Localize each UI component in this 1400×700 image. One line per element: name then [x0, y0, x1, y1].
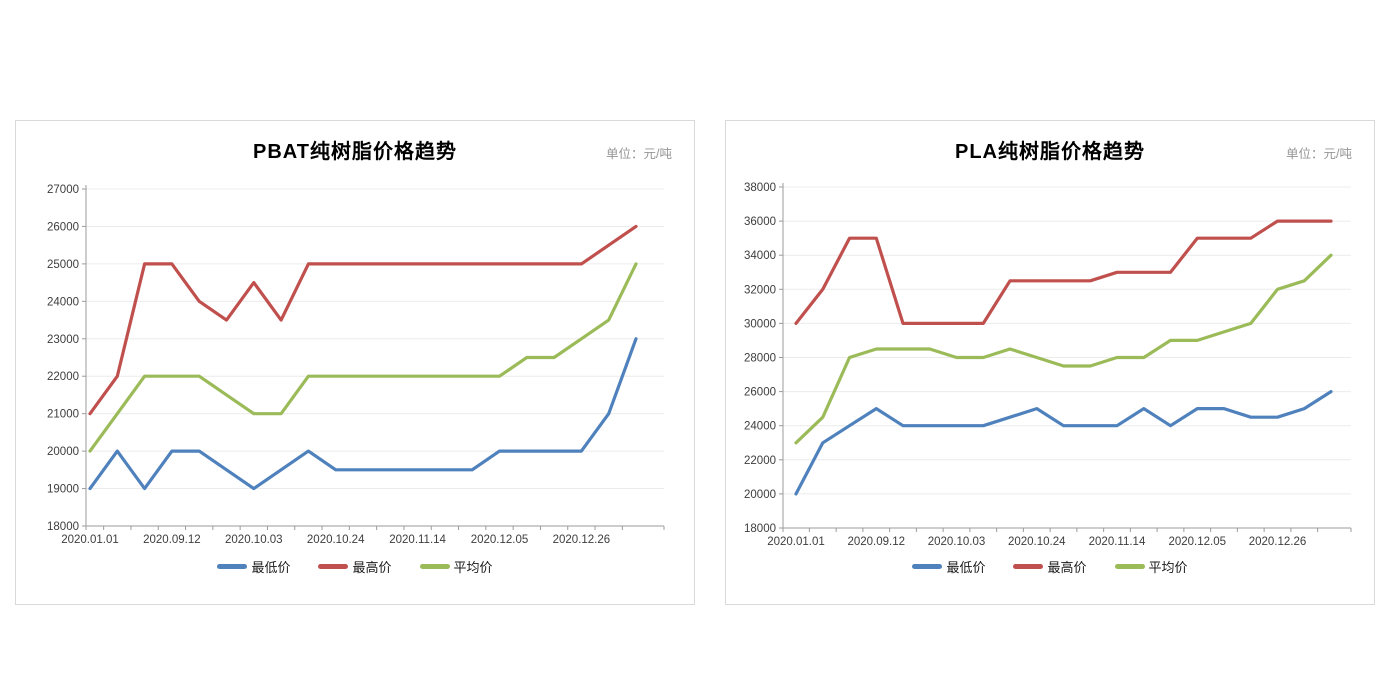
- axes: [82, 185, 665, 530]
- svg-text:26000: 26000: [744, 387, 776, 399]
- svg-text:2020.10.24: 2020.10.24: [307, 534, 365, 546]
- series-line-min-price: [88, 337, 638, 491]
- legend-item-max-price: 最高价: [1013, 557, 1087, 576]
- axes: [779, 183, 1352, 532]
- svg-text:38000: 38000: [744, 182, 776, 194]
- svg-text:2020.12.26: 2020.12.26: [553, 534, 611, 546]
- unit-label: 单位：元/吨: [1286, 147, 1352, 161]
- svg-text:26000: 26000: [47, 221, 79, 233]
- pbat-line-chart: 18000 19000 20000 21000 22000 23000 24000 25000…: [47, 184, 665, 546]
- svg-text:2020.11.14: 2020.11.14: [389, 534, 446, 546]
- gridlines: [783, 186, 1351, 495]
- legend-item-min-price: 最低价: [217, 557, 290, 576]
- svg-text:34000: 34000: [744, 250, 776, 262]
- chart-title: PLA纯树脂价格趋势: [955, 141, 1145, 163]
- unit-label: 单位：元/吨: [606, 147, 672, 161]
- svg-text:2020.01.01: 2020.01.01: [61, 534, 119, 546]
- x-axis-labels: 2020.01.01 2020.09.12 2020.10.03 2020.10.24…: [767, 536, 1306, 548]
- series-line-avg-price: [88, 262, 638, 453]
- series-line-max-price: [88, 224, 638, 416]
- x-axis-labels: 2020.01.01 2020.09.12 2020.10.03 2020.10.24…: [61, 534, 610, 546]
- svg-text:2020.11.14: 2020.11.14: [1089, 536, 1146, 548]
- legend-label: 平均价: [1148, 560, 1188, 575]
- legend-swatch: [1013, 564, 1044, 569]
- legend-swatch: [912, 564, 943, 569]
- y-axis-labels: 18000 20000 22000 24000 26000 28000 30000 32000…: [744, 182, 776, 535]
- svg-text:2020.10.03: 2020.10.03: [928, 536, 986, 548]
- chart-title: PBAT纯树脂价格趋势: [253, 141, 457, 163]
- chart-panel-pbat: PBAT纯树脂价格趋势 单位：元/吨 18000 19000 20000 21000 2…: [15, 120, 695, 605]
- series-line-min-price: [794, 390, 1333, 496]
- legend-item-avg-price: 平均价: [419, 557, 493, 576]
- y-axis-labels: 18000 19000 20000 21000 22000 23000 24000 25000…: [47, 184, 79, 533]
- svg-text:36000: 36000: [744, 216, 776, 228]
- legend-item-min-price: 最低价: [912, 557, 985, 576]
- legend-swatch: [217, 564, 248, 569]
- legend-label: 最低价: [251, 560, 291, 575]
- legend-label: 最高价: [1047, 560, 1087, 575]
- svg-text:20000: 20000: [47, 446, 79, 458]
- svg-text:2020.09.12: 2020.09.12: [143, 534, 201, 546]
- legend-swatch: [419, 564, 450, 569]
- svg-text:18000: 18000: [744, 523, 776, 535]
- svg-text:32000: 32000: [744, 284, 776, 296]
- svg-text:24000: 24000: [47, 296, 79, 308]
- pla-line-chart: 18000 20000 22000 24000 26000 28000 30000 32000…: [744, 182, 1352, 548]
- series-line-avg-price: [794, 253, 1333, 445]
- legend-item-max-price: 最高价: [318, 557, 392, 576]
- svg-text:2020.09.12: 2020.09.12: [847, 536, 905, 548]
- svg-text:30000: 30000: [744, 318, 776, 330]
- svg-text:25000: 25000: [47, 259, 79, 271]
- svg-text:21000: 21000: [47, 409, 79, 421]
- svg-text:23000: 23000: [47, 334, 79, 346]
- legend-label: 最高价: [352, 560, 392, 575]
- legend-swatch: [318, 564, 349, 569]
- svg-text:18000: 18000: [47, 521, 79, 533]
- svg-text:24000: 24000: [744, 421, 776, 433]
- gridlines: [86, 188, 664, 490]
- chart-panel-pla: PLA纯树脂价格趋势 单位：元/吨 18000 20000 22000 24000 26…: [725, 120, 1375, 605]
- legend: 最低价 最高价 平均价: [16, 557, 694, 576]
- svg-text:27000: 27000: [47, 184, 79, 196]
- svg-text:2020.12.05: 2020.12.05: [1168, 536, 1226, 548]
- series-line-max-price: [794, 219, 1333, 325]
- svg-text:2020.12.26: 2020.12.26: [1249, 536, 1307, 548]
- legend: 最低价 最高价 平均价: [726, 557, 1374, 576]
- svg-text:2020.12.05: 2020.12.05: [471, 534, 529, 546]
- legend-item-avg-price: 平均价: [1114, 557, 1188, 576]
- svg-text:2020.10.24: 2020.10.24: [1008, 536, 1066, 548]
- svg-text:28000: 28000: [744, 353, 776, 365]
- legend-swatch: [1114, 564, 1145, 569]
- legend-label: 平均价: [453, 560, 493, 575]
- svg-text:22000: 22000: [744, 455, 776, 467]
- svg-text:19000: 19000: [47, 484, 79, 496]
- svg-text:22000: 22000: [47, 371, 79, 383]
- legend-label: 最低价: [946, 560, 986, 575]
- svg-text:20000: 20000: [744, 489, 776, 501]
- svg-text:2020.01.01: 2020.01.01: [767, 536, 825, 548]
- svg-text:2020.10.03: 2020.10.03: [225, 534, 283, 546]
